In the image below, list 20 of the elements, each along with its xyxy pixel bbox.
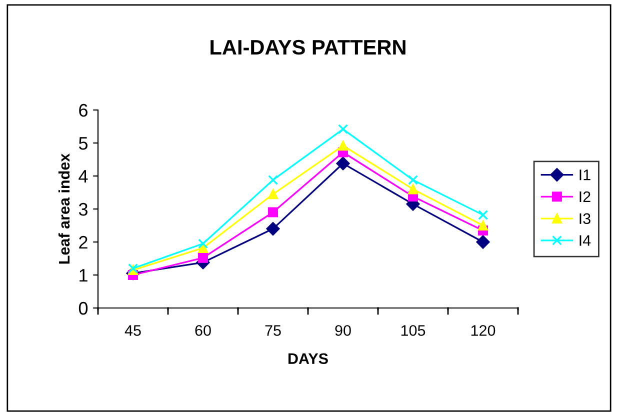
x-tick-label: 120 [471,325,496,336]
y-tick-label: 6 [79,104,88,117]
legend-label: I1 [580,170,590,180]
legend-label: I2 [580,191,590,202]
chart-title: LAI-DAYS PATTERN [210,40,406,55]
y-tick-label: 4 [78,170,88,183]
y-tick-label: 3 [78,202,88,216]
y-tick-label: 5 [78,137,88,150]
x-tick-label: 60 [195,325,211,336]
legend-label: I3 [580,213,590,224]
x-tick-label: 45 [124,325,141,336]
y-tick-label: 0 [78,302,88,315]
y-axis-title: Leaf area index [58,153,70,264]
x-axis-title: DAYS [288,353,328,364]
y-tick-label: 1 [80,269,88,282]
x-tick-label: 105 [401,325,426,336]
y-tick-label: 2 [79,236,88,249]
legend-label: I4 [580,235,591,246]
x-tick-label: 75 [265,325,281,336]
x-tick-label: 90 [335,325,351,336]
